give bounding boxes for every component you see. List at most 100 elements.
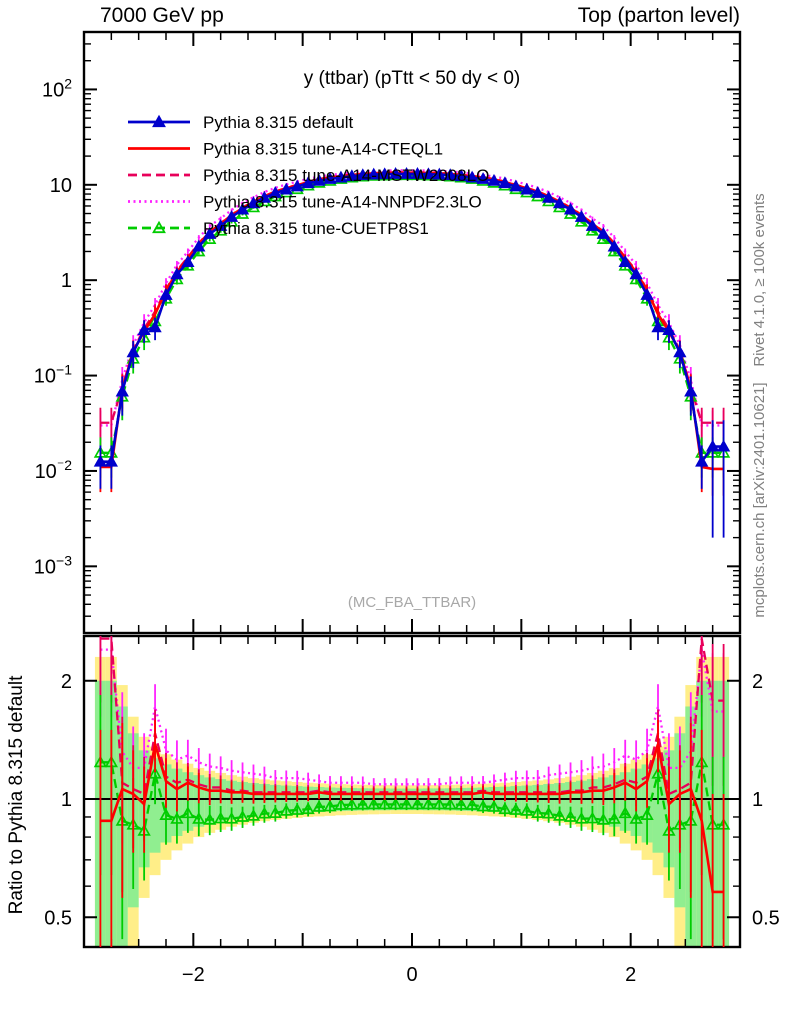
marker-triangle-filled (279, 182, 293, 195)
marker-triangle-filled (487, 173, 501, 186)
marker-triangle-open (421, 797, 436, 810)
marker-triangle-open (388, 797, 403, 810)
legend-item-1[interactable]: Pythia 8.315 tune-A14-CTEQL1 (128, 140, 443, 159)
marker-triangle-open (498, 802, 512, 815)
x-tick-label: 0 (406, 964, 417, 986)
marker-triangle-filled (367, 167, 381, 180)
ratio-panel: 2 2 1 1 0.5 0.5 −2 0 2 (44, 634, 780, 986)
marker-triangle-filled (454, 169, 468, 182)
legend: Pythia 8.315 default Pythia 8.315 tune-A1… (128, 113, 489, 238)
marker-triangle-filled (563, 202, 578, 215)
marker-triangle-open (312, 799, 326, 812)
marker-triangle-filled (574, 210, 589, 222)
marker-triangle-open (596, 812, 610, 825)
marker-triangle-filled (378, 167, 392, 180)
marker-triangle-open (607, 811, 621, 824)
marker-triangle-filled (235, 202, 250, 215)
marker-triangle-filled (716, 439, 731, 452)
ratio-y-tick-label-left: 0.5 (44, 907, 72, 929)
marker-triangle-open (651, 766, 665, 779)
main-y-tick-label: 10⁻2 (35, 457, 73, 483)
marker-triangle-filled (695, 454, 709, 467)
main-y-tick-label: 10−1 (34, 362, 72, 388)
legend-item-2[interactable]: Pythia 8.315 tune-A14-MSTW2008LO (128, 166, 489, 185)
marker-triangle-filled (607, 239, 621, 252)
error-bars (99, 719, 725, 947)
marker-triangle-filled (170, 267, 184, 280)
main-panel: 102 10 1 10−1 10⁻2 10−3 (34, 30, 742, 635)
marker-triangle-open (465, 797, 479, 810)
marker-triangle-open (323, 799, 337, 812)
marker-triangle-open (214, 811, 228, 824)
marker-triangle-filled (203, 227, 217, 239)
marker-triangle-filled (388, 167, 403, 179)
marker-triangle-filled (356, 168, 370, 181)
marker-triangle-open (399, 797, 414, 810)
marker-triangle-filled (629, 267, 643, 280)
marker-triangle-filled (509, 179, 523, 192)
analysis-watermark: (MC_FBA_TTBAR) (348, 594, 476, 611)
marker-triangle-filled (465, 170, 479, 183)
marker-triangle-filled (323, 172, 337, 184)
marker-triangle-filled (192, 239, 206, 252)
legend-item-4[interactable]: Pythia 8.315 tune-CUETP8S1 (128, 219, 429, 238)
ratio-y-tick-label-left: 1 (61, 789, 72, 811)
marker-triangle-filled (257, 190, 272, 203)
marker-triangle-open (159, 808, 173, 821)
main-y-tick-label: 10 (50, 175, 72, 197)
legend-label: Pythia 8.315 default (203, 113, 354, 132)
marker-triangle-filled (498, 176, 512, 189)
marker-triangle-filled (684, 384, 698, 397)
marker-triangle-open (203, 812, 217, 825)
plot-title: y (ttbar) (pTtt < 50 dy < 0) (304, 68, 520, 89)
marker-triangle-filled (443, 168, 457, 181)
marker-triangle-open (367, 797, 381, 810)
series-line (100, 637, 724, 796)
marker-triangle-open (574, 811, 589, 824)
marker-triangle-open (257, 806, 272, 819)
marker-triangle-open (279, 803, 293, 816)
marker-triangle-filled (137, 323, 151, 335)
marker-triangle-filled (115, 384, 129, 397)
marker-triangle-filled (476, 172, 490, 184)
marker-triangle-open (443, 797, 457, 810)
marker-triangle-filled (596, 227, 610, 239)
marker-triangle-filled (214, 219, 228, 231)
marker-triangle-open (356, 797, 370, 810)
marker-triangle-filled (618, 255, 632, 267)
marker-triangle-open (629, 811, 643, 824)
marker-triangle-filled (410, 167, 425, 179)
marker-triangle-filled (268, 186, 282, 198)
legend-marker-triangle-open (152, 220, 166, 234)
marker-triangle-open (290, 802, 304, 815)
ratio-axis-title: Ratio to Pythia 8.315 default (6, 675, 27, 914)
marker-triangle-open (563, 810, 578, 822)
legend-label: Pythia 8.315 tune-CUETP8S1 (203, 219, 429, 238)
marker-triangle-open (378, 797, 392, 810)
marker-triangle-filled (432, 167, 446, 180)
marker-triangle-filled (301, 176, 315, 189)
marker-triangle-filled (290, 179, 304, 192)
legend-item-3[interactable]: Pythia 8.315 tune-A14-NNPDF2.3LO (128, 193, 482, 212)
x-tick-label: −2 (182, 964, 205, 986)
marker-triangle-filled (542, 190, 556, 203)
marker-triangle-filled (334, 170, 348, 183)
marker-triangle-open (432, 797, 446, 810)
marker-triangle-filled (640, 288, 654, 300)
ratio-y-tick-label-left: 2 (61, 671, 72, 693)
marker-triangle-filled (421, 167, 436, 180)
marker-triangle-filled (706, 439, 720, 452)
marker-triangle-filled (312, 173, 326, 186)
marker-triangle-open (301, 802, 315, 815)
marker-triangle-filled (246, 196, 261, 209)
main-y-tick-label: 1 (61, 270, 72, 292)
marker-triangle-filled (651, 320, 665, 333)
marker-triangle-filled (224, 210, 239, 222)
series-0 (93, 167, 731, 538)
marker-triangle-filled (104, 454, 118, 467)
series-line (100, 169, 724, 427)
series-r0 (99, 719, 725, 947)
marker-triangle-open (520, 803, 534, 816)
legend-item-0[interactable]: Pythia 8.315 default (128, 113, 354, 132)
